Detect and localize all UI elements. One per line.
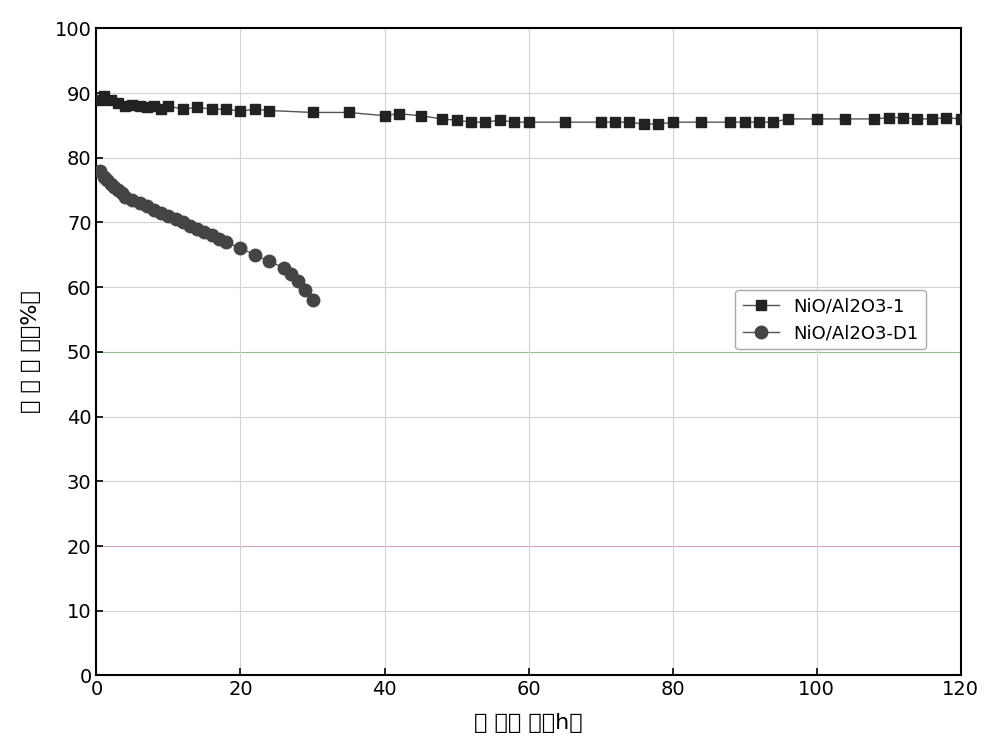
NiO/Al2O3-D1 [249, 250, 261, 259]
NiO/Al2O3-D1 [162, 211, 174, 220]
NiO/Al2O3-D1 [108, 182, 120, 192]
NiO/Al2O3-1 [955, 115, 967, 124]
NiO/Al2O3-D1 [148, 205, 160, 214]
NiO/Al2O3-D1 [177, 218, 189, 227]
NiO/Al2O3-D1 [234, 244, 246, 253]
NiO/Al2O3-D1 [285, 270, 297, 279]
NiO/Al2O3-D1 [101, 176, 113, 185]
NiO/Al2O3-D1 [299, 286, 311, 295]
NiO/Al2O3-1 [343, 108, 355, 117]
NiO/Al2O3-1 [94, 95, 106, 104]
Legend: NiO/Al2O3-1, NiO/Al2O3-D1: NiO/Al2O3-1, NiO/Al2O3-D1 [735, 290, 926, 349]
NiO/Al2O3-1 [465, 118, 477, 127]
NiO/Al2O3-D1 [94, 166, 106, 175]
X-axis label: 反 应时 间（h）: 反 应时 间（h） [474, 713, 583, 733]
NiO/Al2O3-D1 [198, 228, 210, 237]
NiO/Al2O3-D1 [292, 276, 304, 285]
NiO/Al2O3-D1 [206, 231, 218, 240]
NiO/Al2O3-D1 [184, 221, 196, 230]
NiO/Al2O3-D1 [170, 215, 182, 224]
NiO/Al2O3-1 [126, 100, 138, 109]
NiO/Al2O3-D1 [213, 234, 225, 243]
NiO/Al2O3-D1 [126, 195, 138, 204]
NiO/Al2O3-1 [609, 118, 621, 127]
NiO/Al2O3-1 [98, 92, 110, 101]
NiO/Al2O3-D1 [278, 263, 290, 272]
Line: NiO/Al2O3-1: NiO/Al2O3-1 [95, 91, 966, 129]
NiO/Al2O3-D1 [116, 188, 128, 198]
NiO/Al2O3-1 [508, 118, 520, 127]
NiO/Al2O3-D1 [191, 225, 203, 234]
NiO/Al2O3-D1 [220, 238, 232, 247]
NiO/Al2O3-D1 [263, 257, 275, 266]
NiO/Al2O3-D1 [141, 202, 153, 211]
NiO/Al2O3-D1 [155, 208, 167, 217]
NiO/Al2O3-D1 [307, 296, 319, 305]
NiO/Al2O3-1 [638, 120, 650, 129]
Line: NiO/Al2O3-D1: NiO/Al2O3-D1 [94, 164, 319, 306]
NiO/Al2O3-D1 [119, 192, 131, 201]
NiO/Al2O3-D1 [134, 198, 146, 207]
NiO/Al2O3-D1 [105, 179, 117, 188]
Y-axis label: 甲 烷 化 率（%）: 甲 烷 化 率（%） [21, 290, 41, 413]
NiO/Al2O3-1 [652, 120, 664, 129]
NiO/Al2O3-D1 [98, 173, 110, 182]
NiO/Al2O3-D1 [112, 185, 124, 195]
